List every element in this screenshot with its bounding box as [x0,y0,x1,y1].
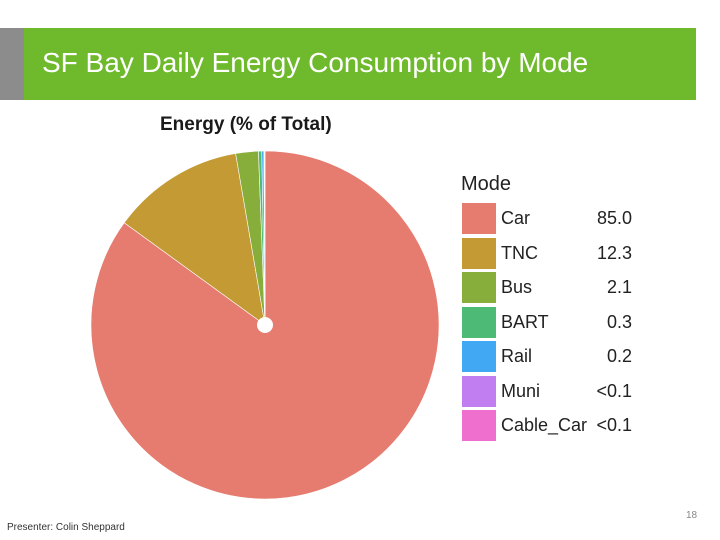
pie-center-dot [257,317,273,333]
legend-swatch [462,272,496,303]
legend-value: <0.1 [596,415,632,435]
legend-value: 2.1 [606,277,632,297]
legend-label: TNC [501,242,538,263]
legend-value: 0.2 [606,346,632,366]
legend-value: 85.0 [596,208,632,228]
legend-swatch [462,306,496,338]
legend-swatch [462,375,496,407]
chart-title: Energy (% of Total) [160,114,332,135]
pie-slice-tnc [123,153,266,326]
legend-item-tnc: TNC 12.3 [462,237,662,270]
slide-number: 18 [686,510,698,521]
legend-swatch [462,410,496,441]
legend-item-bart: BART 0.3 [462,306,662,339]
legend-item-muni: Muni <0.1 [462,375,662,408]
legend-item-bus: Bus 2.1 [462,272,662,304]
legend-value: 12.3 [596,242,632,263]
legend-label: Rail [501,346,533,366]
legend-title: Mode [461,173,512,195]
legend-value: 0.3 [606,311,632,332]
legend-item-cable-car: Cable_Car <0.1 [462,410,662,442]
legend-value: <0.1 [596,380,632,401]
title-banner: SF Bay Daily Energy Consumption by Mode [24,28,696,100]
legend-swatch [462,237,496,269]
legend-swatch [462,341,496,372]
presenter-credit: Presenter: Colin Sheppard [7,522,125,533]
legend-label: Muni [501,380,541,401]
legend-item-car: Car 85.0 [462,203,662,235]
legend-label: Bus [501,277,533,297]
pie-slice-cable-car [264,150,266,326]
legend-swatch [462,203,496,234]
slide-title: SF Bay Daily Energy Consumption by Mode [42,47,589,78]
legend-label: BART [501,311,549,332]
legend-label: Cable_Car [501,415,588,435]
left-accent-bar [0,28,24,100]
legend-item-rail: Rail 0.2 [462,341,662,373]
legend-label: Car [501,208,531,228]
